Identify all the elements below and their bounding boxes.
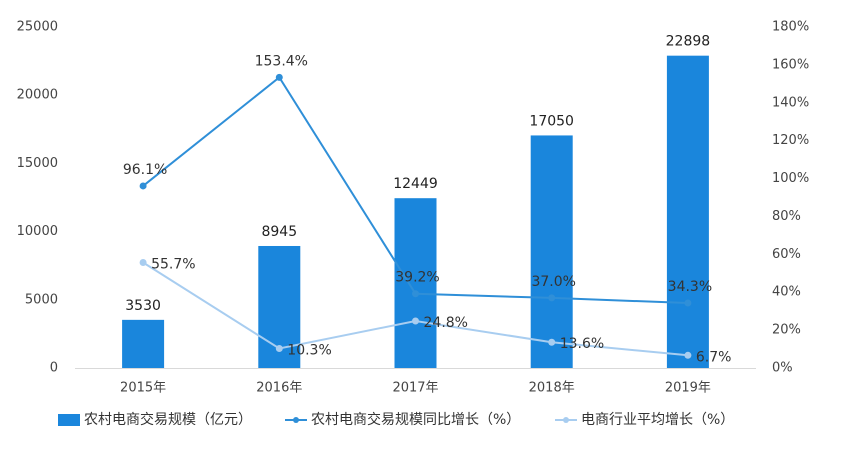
line-value-label: 37.0% — [531, 274, 575, 290]
bar — [530, 135, 573, 368]
bar-value-label: 12449 — [393, 176, 438, 192]
line-point — [684, 299, 692, 307]
line-point — [548, 338, 556, 346]
y-tick-label: 20000 — [17, 88, 58, 103]
y-tick-label: 0 — [50, 361, 58, 376]
y-tick-label: 25000 — [17, 20, 58, 35]
legend-label: 农村电商交易规模同比增长（%） — [311, 411, 520, 428]
bar-value-label: 22898 — [666, 34, 711, 50]
line-point — [139, 182, 147, 190]
y2-tick-label: 60% — [772, 247, 801, 262]
line-value-label: 96.1% — [123, 162, 167, 178]
bar — [122, 319, 165, 368]
bar — [666, 55, 709, 369]
line-point — [684, 351, 692, 359]
line-value-label: 34.3% — [668, 279, 712, 295]
line-value-label: 153.4% — [255, 53, 308, 69]
y2-tick-label: 100% — [772, 171, 809, 186]
y-tick-label: 15000 — [17, 156, 58, 171]
bar-value-label: 3530 — [125, 298, 161, 314]
line-point — [275, 73, 283, 81]
line-value-label: 24.8% — [424, 315, 468, 331]
y-tick-label: 5000 — [25, 292, 58, 307]
y-tick-label: 10000 — [17, 224, 58, 239]
line-point — [139, 258, 147, 266]
y2-tick-label: 160% — [772, 57, 809, 72]
legend-label: 电商行业平均增长（%） — [581, 412, 734, 428]
y2-tick-label: 180% — [772, 20, 809, 35]
line-value-label: 10.3% — [287, 342, 331, 358]
y2-tick-label: 120% — [772, 133, 809, 148]
x-tick-label: 2017年 — [392, 381, 438, 396]
line-point — [275, 344, 283, 352]
x-tick-label: 2019年 — [665, 381, 711, 396]
y2-tick-label: 40% — [772, 285, 801, 300]
legend-marker — [563, 417, 569, 423]
legend-label: 农村电商交易规模（亿元） — [84, 411, 252, 428]
x-tick-label: 2016年 — [256, 381, 302, 396]
line-point — [412, 317, 419, 325]
legend-marker — [58, 414, 80, 426]
line-value-label: 6.7% — [696, 349, 732, 365]
line-point — [412, 290, 419, 298]
y2-tick-label: 20% — [772, 323, 801, 338]
y2-tick-label: 80% — [772, 209, 801, 224]
bar — [394, 198, 437, 368]
line-value-label: 39.2% — [395, 270, 439, 286]
y2-tick-label: 0% — [772, 361, 793, 376]
bar-value-label: 17050 — [529, 113, 574, 129]
bar-value-label: 8945 — [261, 224, 297, 240]
x-tick-label: 2018年 — [529, 381, 575, 396]
line-value-label: 13.6% — [560, 336, 604, 352]
line-value-label: 55.7% — [151, 256, 195, 272]
legend-marker — [293, 417, 299, 423]
y2-tick-label: 140% — [772, 95, 809, 110]
line-point — [548, 294, 556, 302]
x-tick-label: 2015年 — [120, 381, 166, 396]
